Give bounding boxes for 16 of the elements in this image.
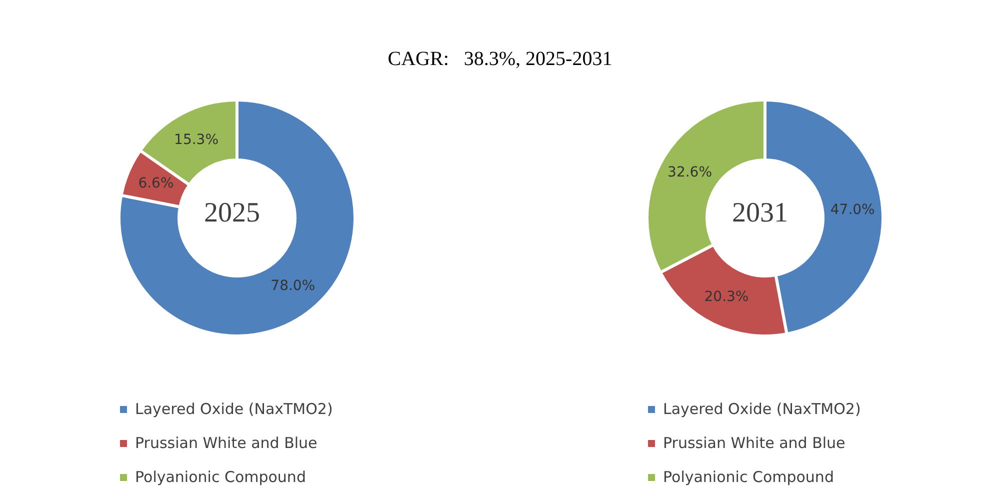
text: 2031 xyxy=(732,198,788,228)
data-label: 15.3% xyxy=(174,132,219,148)
data-label: 47.0% xyxy=(830,202,875,218)
data-label: 78.0% xyxy=(270,278,316,294)
legend-label: Polyanionic Compound xyxy=(135,468,306,486)
text: 2025 xyxy=(204,198,260,228)
legend-label: Layered Oxide (NaxTMO2) xyxy=(663,400,861,418)
donut-slice xyxy=(118,98,356,338)
legend-label: Polyanionic Compound xyxy=(663,468,834,486)
text: CAGR: 38.3%, 2025-2031 xyxy=(386,48,614,71)
legend-label: Prussian White and Blue xyxy=(135,434,318,452)
data-label: 6.6% xyxy=(138,176,174,192)
data-label: 20.3% xyxy=(704,289,749,306)
data-label: 32.6% xyxy=(668,164,712,180)
legend-label: Layered Oxide (NaxTMO2) xyxy=(135,400,333,418)
legend-label: Prussian White and Blue xyxy=(663,434,846,452)
